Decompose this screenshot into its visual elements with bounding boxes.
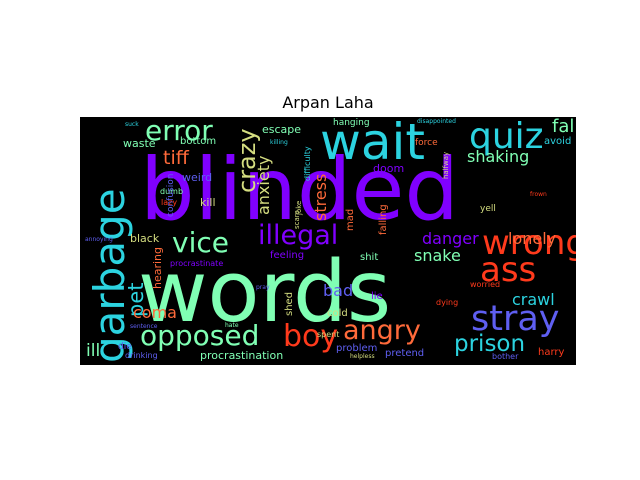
word-8: wrong [482, 223, 576, 263]
word-14: boy [283, 319, 339, 354]
word-4: quiz [469, 117, 544, 157]
word-44: shit [360, 252, 379, 263]
word-61: confusion [166, 173, 176, 217]
word-5: error [145, 117, 213, 147]
word-12: illegal [258, 220, 339, 251]
word-11: vice [172, 226, 229, 259]
word-57: dying [436, 298, 459, 307]
word-7: fall [552, 117, 576, 137]
word-36: kill [200, 196, 216, 209]
word-49: cold [327, 308, 348, 319]
word-9: ass [480, 250, 537, 290]
word-2: garbage [85, 188, 134, 363]
word-47: avoid [544, 136, 572, 147]
word-56: harry [538, 347, 565, 358]
word-40: hearing [151, 246, 164, 289]
word-69: killing [270, 139, 288, 146]
word-29: procrastination [200, 349, 284, 362]
word-19: shaking [467, 147, 530, 166]
word-35: weird [182, 171, 213, 184]
word-60: spent [317, 330, 340, 339]
word-52: die [118, 342, 132, 352]
word-32: waste [123, 137, 156, 150]
word-53: drinking [125, 351, 158, 360]
word-64: halfway [442, 151, 450, 179]
word-55: pretend [385, 348, 425, 359]
word-71: sentence [130, 323, 158, 330]
word-41: feeling [270, 250, 305, 261]
word-3: wait [320, 117, 426, 171]
word-26: coma [133, 303, 177, 322]
word-74: pray [256, 284, 270, 291]
word-13: opposed [140, 319, 260, 352]
word-1: blinded [140, 140, 459, 240]
word-38: lazy [161, 198, 178, 207]
word-58: worried [470, 280, 501, 289]
word-16: prison [454, 331, 526, 357]
word-39: black [130, 232, 160, 245]
word-18: tiff [163, 147, 189, 169]
word-62: difficulty [303, 146, 312, 181]
word-34: doom [373, 162, 405, 175]
word-54: problem [336, 343, 378, 354]
word-48: yell [480, 204, 496, 214]
word-63: helpless [350, 353, 375, 360]
word-0: words [138, 243, 392, 342]
word-59: bother [492, 352, 519, 361]
figure-title: Arpan Laha [282, 93, 374, 112]
word-24: snake [414, 246, 461, 265]
word-31: hanging [333, 118, 370, 128]
word-67: disappointed [417, 118, 456, 125]
word-20: anxiety [254, 155, 273, 215]
word-23: lonely [508, 229, 557, 248]
word-45: falling [378, 204, 389, 235]
word-28: ill [86, 341, 101, 361]
word-30: escape [262, 123, 302, 136]
word-37: dumb [160, 187, 184, 196]
word-cloud: words blinded garbage wait quiz error cr… [80, 117, 576, 365]
word-72: hate [225, 322, 239, 329]
word-33: bottom [180, 136, 217, 147]
word-50: lie [371, 291, 383, 302]
word-25: crawl [512, 290, 555, 309]
word-46: force [415, 138, 438, 148]
word-43: mad [345, 208, 356, 231]
word-42: procrastinate [170, 259, 224, 268]
word-51: shed [284, 291, 295, 316]
word-66: joke [295, 200, 303, 215]
word-21: stress [311, 173, 330, 221]
word-73: annoying [85, 236, 113, 243]
word-10: stray [471, 299, 560, 339]
word-68: suck [125, 121, 139, 128]
word-70: frown [530, 191, 547, 198]
word-15: angry [343, 315, 421, 346]
word-27: bad [323, 281, 354, 300]
word-22: danger [422, 229, 479, 248]
